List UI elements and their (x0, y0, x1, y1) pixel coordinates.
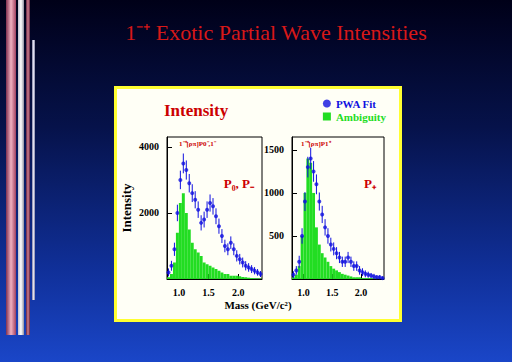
svg-text:4000: 4000 (139, 141, 159, 152)
svg-text:Intensity: Intensity (164, 101, 229, 120)
svg-text:1.5: 1.5 (202, 287, 215, 298)
svg-text:Mass (GeV/c²): Mass (GeV/c²) (224, 299, 291, 312)
svg-text:Intensity: Intensity (119, 183, 134, 233)
svg-text:1⁻⁺[ρπ]P0⁻,1⁻: 1⁻⁺[ρπ]P0⁻,1⁻ (179, 140, 217, 148)
svg-text:500: 500 (269, 230, 284, 241)
svg-text:P₊: P₊ (364, 176, 377, 191)
svg-text:1.0: 1.0 (173, 287, 186, 298)
svg-text:1000: 1000 (264, 187, 284, 198)
svg-text:2.0: 2.0 (355, 287, 368, 298)
svg-text:1.0: 1.0 (297, 287, 310, 298)
svg-text:PWA Fit: PWA Fit (336, 98, 376, 110)
svg-text:P₀, P₋: P₀, P₋ (224, 176, 255, 191)
svg-text:1.5: 1.5 (326, 287, 339, 298)
svg-text:2.0: 2.0 (232, 287, 245, 298)
svg-text:2000: 2000 (139, 207, 159, 218)
svg-text:Ambiguity: Ambiguity (336, 111, 387, 123)
svg-text:1⁻⁺[ρπ]P1⁺: 1⁻⁺[ρπ]P1⁺ (301, 140, 332, 148)
svg-text:1500: 1500 (264, 144, 284, 155)
html-text:1⁻⁺ Exotic Partial Wave Intens: 1⁻⁺ Exotic Partial Wave Intensities (125, 20, 427, 45)
